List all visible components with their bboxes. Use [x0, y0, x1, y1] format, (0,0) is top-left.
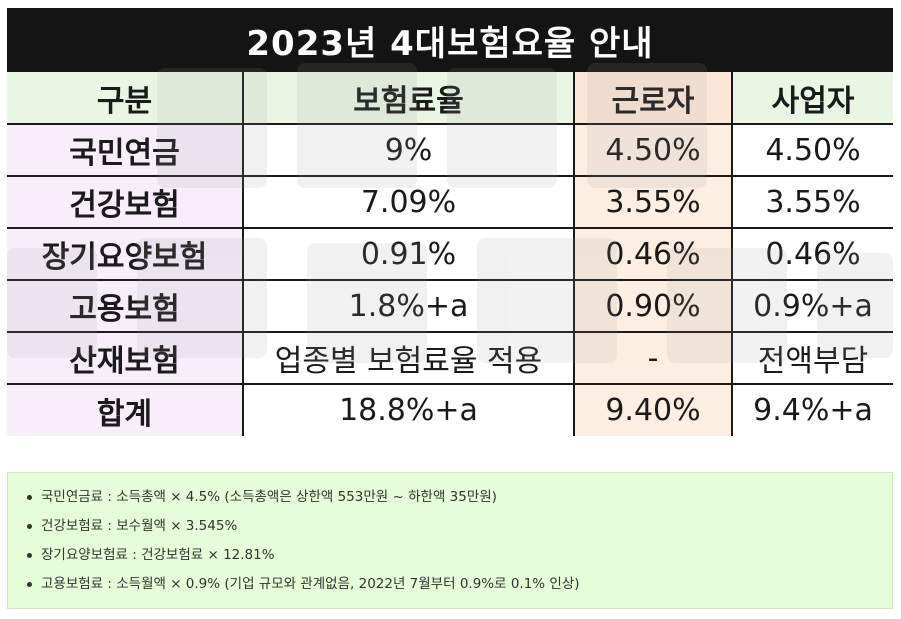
employer-cell: 9.4%+a — [732, 384, 893, 436]
table-row: 건강보험 7.09% 3.55% 3.55% — [7, 176, 893, 229]
rate-cell: 업종별 보험료율 적용 — [243, 332, 575, 385]
header-employer: 사업자 — [732, 72, 893, 125]
table-row: 장기요양보험 0.91% 0.46% 0.46% — [7, 228, 893, 281]
row-label: 합계 — [7, 384, 244, 436]
insurance-rate-card: 2023년 4대보험요율 안내 구분 보험료율 근로자 사업자 국민연금 9% … — [7, 8, 893, 444]
employer-cell: 전액부담 — [732, 332, 893, 385]
employer-cell: 0.9%+a — [732, 280, 893, 333]
row-label: 장기요양보험 — [7, 228, 244, 281]
rate-cell: 18.8%+a — [243, 384, 575, 436]
employer-cell: 4.50% — [732, 124, 893, 177]
row-label: 국민연금 — [7, 124, 244, 177]
worker-cell: 0.90% — [574, 280, 733, 333]
rate-cell: 7.09% — [243, 176, 575, 229]
note-item: 장기요양보험료 : 건강보험료 × 12.81% — [27, 541, 892, 570]
table-row: 합계 18.8%+a 9.40% 9.4%+a — [7, 384, 893, 436]
row-label: 건강보험 — [7, 176, 244, 229]
worker-cell: 0.46% — [574, 228, 733, 281]
note-item: 국민연금료 : 소득총액 × 4.5% (소득총액은 상한액 553만원 ~ 하… — [27, 483, 892, 512]
rate-cell: 1.8%+a — [243, 280, 575, 333]
table-row: 국민연금 9% 4.50% 4.50% — [7, 124, 893, 177]
rate-cell: 9% — [243, 124, 575, 177]
worker-cell: 4.50% — [574, 124, 733, 177]
table-row: 산재보험 업종별 보험료율 적용 - 전액부담 — [7, 332, 893, 385]
row-label: 산재보험 — [7, 332, 244, 385]
row-label: 고용보험 — [7, 280, 244, 333]
table-row: 고용보험 1.8%+a 0.90% 0.9%+a — [7, 280, 893, 333]
employer-cell: 3.55% — [732, 176, 893, 229]
header-category: 구분 — [7, 72, 244, 125]
rate-cell: 0.91% — [243, 228, 575, 281]
note-item: 고용보험료 : 소득월액 × 0.9% (기업 규모와 관계없음, 2022년 … — [27, 570, 892, 599]
insurance-rate-table: 구분 보험료율 근로자 사업자 국민연금 9% 4.50% 4.50% 건강보험… — [7, 72, 893, 436]
note-item: 건강보험료 : 보수월액 × 3.545% — [27, 512, 892, 541]
header-worker: 근로자 — [574, 72, 733, 125]
worker-cell: 9.40% — [574, 384, 733, 436]
notes-box: 국민연금료 : 소득총액 × 4.5% (소득총액은 상한액 553만원 ~ 하… — [7, 472, 893, 609]
employer-cell: 0.46% — [732, 228, 893, 281]
notes-list: 국민연금료 : 소득총액 × 4.5% (소득총액은 상한액 553만원 ~ 하… — [8, 473, 892, 599]
worker-cell: 3.55% — [574, 176, 733, 229]
page-title: 2023년 4대보험요율 안내 — [7, 8, 893, 72]
header-rate: 보험료율 — [243, 72, 575, 125]
table-header-row: 구분 보험료율 근로자 사업자 — [7, 72, 893, 125]
worker-cell: - — [574, 332, 733, 385]
